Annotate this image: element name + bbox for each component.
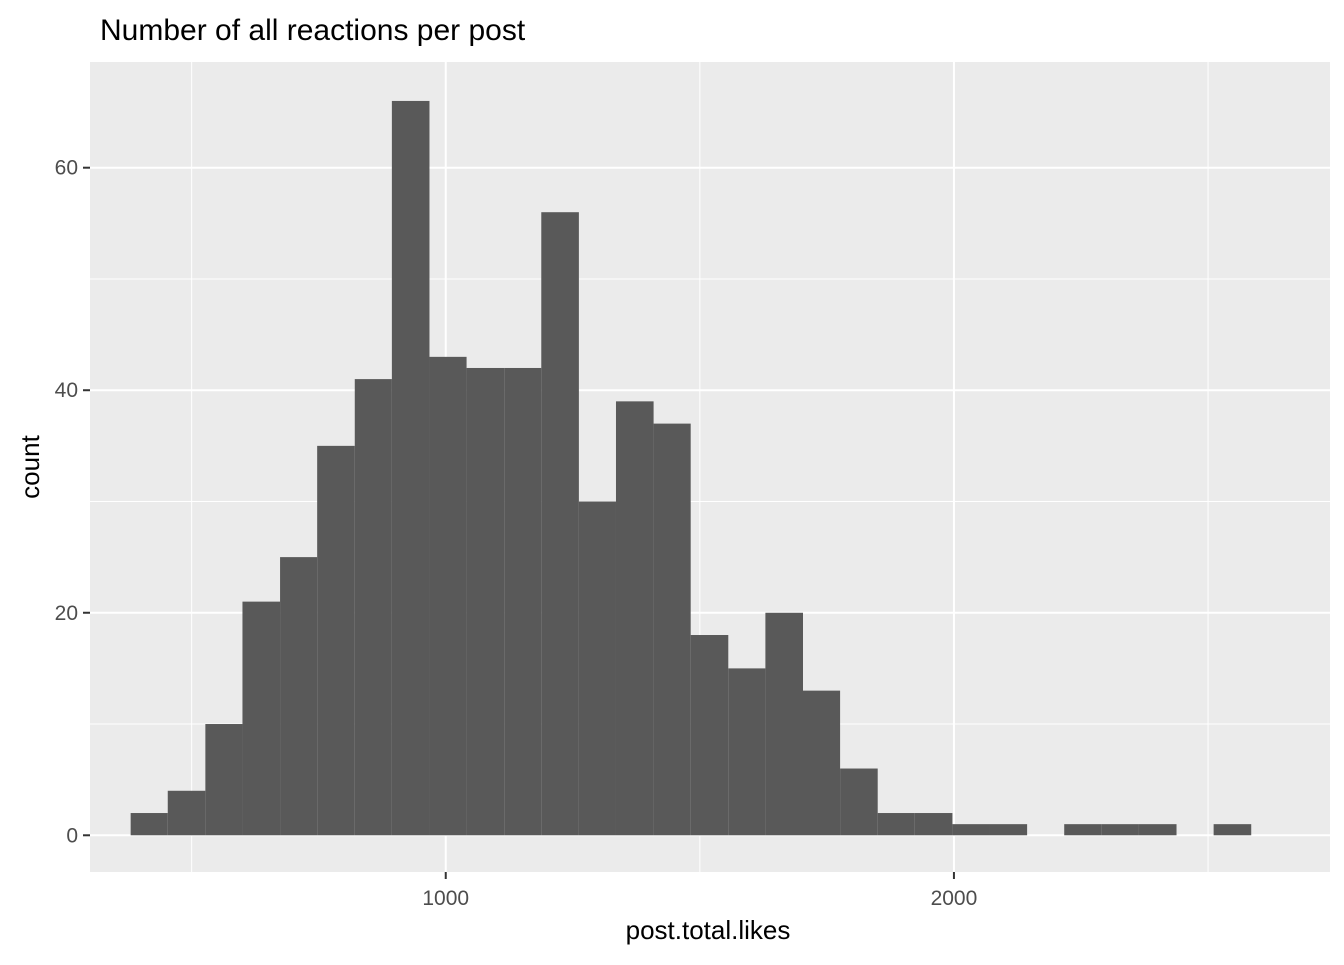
x-axis-title: post.total.likes — [626, 915, 791, 945]
histogram-bar — [877, 813, 915, 836]
histogram-bar — [914, 813, 953, 836]
histogram-bar — [840, 768, 878, 836]
histogram-bar — [242, 601, 281, 836]
histogram-bar — [765, 612, 803, 836]
histogram-bar — [1064, 824, 1102, 836]
histogram-bar — [205, 724, 243, 836]
histogram-bar — [728, 668, 766, 836]
histogram-bar — [653, 423, 691, 836]
histogram-bar — [541, 212, 579, 836]
histogram-bar — [1213, 824, 1252, 836]
histogram-bar — [317, 445, 355, 836]
x-tick-label: 1000 — [422, 887, 469, 910]
histogram-bar — [429, 356, 467, 836]
histogram-bar — [989, 824, 1028, 836]
histogram-bar — [578, 501, 616, 836]
histogram-bar — [391, 100, 430, 836]
y-axis: 0 20 40 60 — [55, 157, 90, 847]
y-tick-label: 20 — [55, 602, 78, 625]
chart-title: Number of all reactions per post — [100, 14, 526, 47]
y-axis-title: count — [15, 434, 45, 498]
y-tick-label: 40 — [55, 379, 78, 402]
histogram-bar — [1101, 824, 1139, 836]
histogram-bar — [130, 813, 168, 836]
histogram-bar — [354, 379, 392, 836]
histogram-bar — [504, 367, 542, 836]
histogram-bar — [690, 635, 729, 836]
histogram-bar — [1138, 824, 1177, 836]
histogram-bar — [803, 690, 841, 836]
histogram-bar — [167, 790, 206, 836]
histogram-bar — [280, 557, 318, 836]
histogram-bars — [130, 100, 1252, 836]
histogram-bar — [952, 824, 990, 836]
y-tick-label: 60 — [55, 157, 78, 180]
y-tick-label: 0 — [66, 824, 78, 847]
x-axis: 1000 2000 — [422, 872, 977, 910]
x-tick-label: 2000 — [931, 887, 978, 910]
histogram-bar — [615, 401, 654, 836]
histogram-bar — [466, 367, 505, 836]
